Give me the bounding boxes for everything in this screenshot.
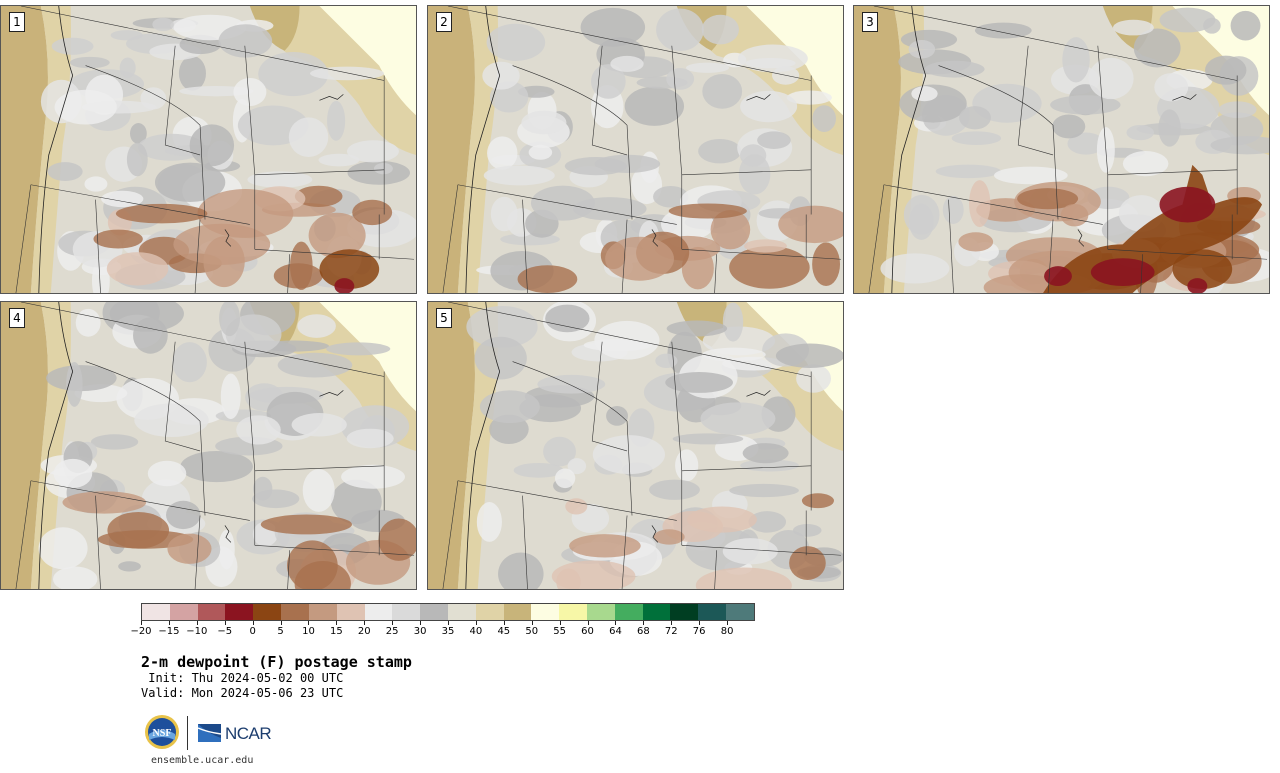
colorbar-tick-label: 15 — [329, 626, 343, 637]
colorbar-tick-label: −10 — [186, 626, 208, 637]
colorbar-tick — [503, 621, 505, 625]
colorbar-swatch — [587, 604, 615, 620]
colorbar-swatch — [698, 604, 727, 620]
colorbar-tick-label: 25 — [385, 626, 399, 637]
sponsor-logos: NSF NCAR — [144, 714, 284, 752]
colorbar-tick — [531, 621, 533, 625]
colorbar-tick-label: −20 — [130, 626, 152, 637]
colorbar-tick — [587, 621, 589, 625]
colorbar-swatch — [197, 604, 226, 620]
ensemble-member-map-4: 4 — [0, 301, 417, 590]
nsf-logo: NSF — [145, 715, 179, 749]
colorbar-swatch — [503, 604, 532, 620]
colorbar-tick — [643, 621, 645, 625]
colorbar-tick — [196, 621, 198, 625]
figure-title: 2-m dewpoint (F) postage stamp — [141, 653, 412, 671]
ensemble-member-map-5: 5 — [427, 301, 844, 590]
colorbar-tick-label: 30 — [413, 626, 427, 637]
colorbar-tick — [308, 621, 310, 625]
member-label: 4 — [9, 308, 25, 328]
colorbar-tick — [336, 621, 338, 625]
dewpoint-map — [1, 302, 416, 589]
colorbar-tick-label: 5 — [277, 626, 284, 637]
ncar-logo — [197, 724, 222, 742]
colorbar-swatch — [559, 604, 587, 620]
colorbar-swatch — [420, 604, 448, 620]
colorbar-tick-label: 64 — [609, 626, 622, 637]
colorbar-tick-label: 50 — [525, 626, 539, 637]
colorbar-tick-label: 40 — [469, 626, 483, 637]
colorbar-swatch — [614, 604, 643, 620]
colorbar-swatch — [308, 604, 337, 620]
member-label: 3 — [862, 12, 878, 32]
colorbar-tick-label: 55 — [553, 626, 566, 637]
colorbar-swatch — [670, 604, 699, 620]
colorbar-tick — [699, 621, 701, 625]
logo-divider — [187, 716, 188, 750]
ensemble-member-map-1: 1 — [0, 5, 417, 294]
colorbar-tick — [224, 621, 226, 625]
init-time: Init: Thu 2024-05-02 00 UTC — [141, 671, 344, 685]
colorbar-tick — [168, 621, 170, 625]
colorbar-tick-label: 76 — [692, 626, 706, 637]
dewpoint-map — [428, 6, 843, 293]
dewpoint-map — [428, 302, 843, 589]
colorbar-swatch — [336, 604, 365, 620]
colorbar-swatch — [364, 604, 393, 620]
colorbar-tick — [420, 621, 422, 625]
colorbar-swatch — [392, 604, 421, 620]
colorbar-swatch — [642, 604, 671, 620]
colorbar-swatch — [253, 604, 282, 620]
colorbar-swatch — [447, 604, 476, 620]
colorbar-tick — [671, 621, 673, 625]
ensemble-member-map-3: 3 — [853, 5, 1270, 294]
colorbar-tick-label: 72 — [664, 626, 678, 637]
colorbar-swatch — [726, 604, 754, 620]
colorbar-tick-label: −5 — [217, 626, 233, 637]
nsf-logo-text: NSF — [153, 728, 172, 739]
dewpoint-map — [854, 6, 1269, 293]
colorbar-tick-label: 45 — [497, 626, 511, 637]
colorbar-tick — [141, 621, 142, 625]
colorbar-tick-label: −15 — [158, 626, 180, 637]
colorbar-tick-label: 20 — [357, 626, 371, 637]
colorbar-tick-label: 60 — [581, 626, 594, 637]
member-label: 1 — [9, 12, 25, 32]
colorbar-tick — [448, 621, 449, 625]
colorbar-swatch — [531, 604, 560, 620]
colorbar-ticks: −20 −15 −10 −5 0 5 10 15 20 25 30 35 40 45 50 55 60 64 68 7… — [130, 621, 755, 641]
dewpoint-map — [1, 6, 416, 293]
colorbar-swatch — [169, 604, 198, 620]
valid-time: Valid: Mon 2024-05-06 23 UTC — [141, 686, 344, 700]
colorbar-swatch — [225, 604, 254, 620]
colorbar-tick — [559, 621, 561, 625]
colorbar-swatch — [475, 604, 504, 620]
colorbar-tick — [280, 621, 282, 625]
colorbar-tick — [364, 621, 366, 625]
colorbar-tick-label: 68 — [636, 626, 650, 637]
colorbar-tick-label: 35 — [441, 626, 455, 637]
ncar-logo-text: NCAR — [225, 724, 272, 743]
colorbar-tick — [252, 621, 254, 625]
colorbar-tick — [392, 621, 394, 625]
colorbar — [141, 603, 755, 621]
member-label: 2 — [436, 12, 452, 32]
colorbar-swatch — [142, 604, 170, 620]
colorbar-tick — [615, 621, 617, 625]
colorbar-tick-label: 80 — [720, 626, 734, 637]
ensemble-member-map-2: 2 — [427, 5, 844, 294]
colorbar-tick — [475, 621, 477, 625]
site-url: ensemble.ucar.edu — [151, 755, 254, 766]
colorbar-tick-label: 10 — [302, 626, 315, 637]
colorbar-tick-label: 0 — [249, 626, 256, 637]
colorbar-swatch — [281, 604, 309, 620]
colorbar-tick — [727, 621, 729, 625]
member-label: 5 — [436, 308, 452, 328]
